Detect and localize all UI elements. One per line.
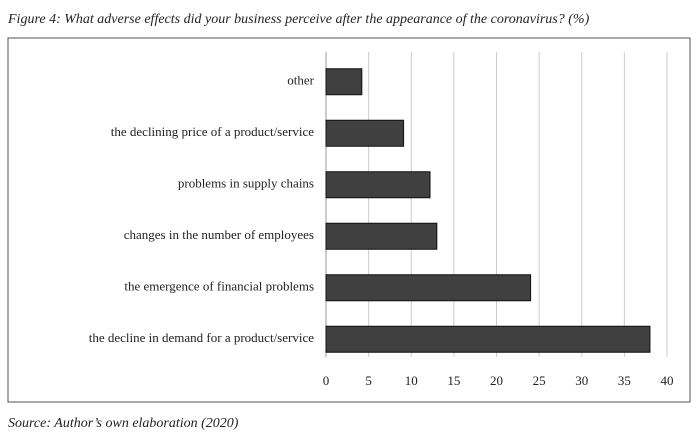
x-tick-label: 30 [575, 373, 588, 388]
y-tick-label: the declining price of a product/service [111, 124, 314, 139]
x-tick-label: 25 [533, 373, 546, 388]
chart-source: Source: Author’s own elaboration (2020) [8, 416, 239, 431]
y-tick-label: changes in the number of employees [124, 227, 314, 242]
bar [325, 325, 651, 353]
x-tick-label: 5 [365, 373, 372, 388]
bar [325, 171, 431, 199]
x-tick-label: 0 [323, 373, 330, 388]
x-tick-label: 40 [661, 373, 674, 388]
x-tick-label: 20 [490, 373, 503, 388]
chart-frame [7, 37, 691, 403]
bar [325, 68, 363, 96]
bar [325, 222, 438, 250]
chart-title: Figure 4: What adverse effects did your … [7, 12, 590, 27]
bar [325, 274, 532, 302]
y-tick-label: other [287, 73, 314, 88]
bar [325, 119, 405, 147]
y-tick-label: the emergence of financial problems [124, 279, 314, 294]
x-tick-label: 10 [405, 373, 418, 388]
y-tick-label: the decline in demand for a product/serv… [89, 330, 314, 345]
y-tick-label: problems in supply chains [178, 176, 314, 191]
x-tick-label: 35 [618, 373, 631, 388]
x-tick-label: 15 [447, 373, 460, 388]
